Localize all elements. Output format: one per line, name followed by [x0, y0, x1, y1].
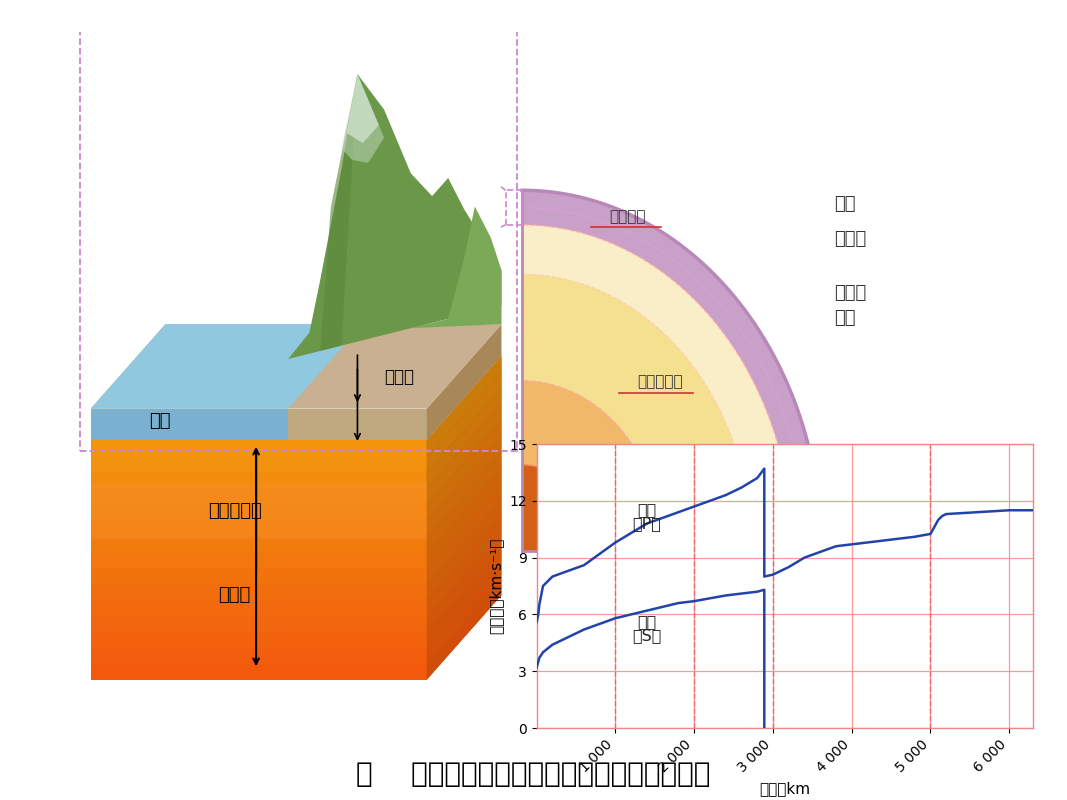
Wedge shape: [522, 274, 752, 551]
Text: 横波: 横波: [637, 614, 656, 629]
Text: 内核: 内核: [834, 490, 856, 508]
Polygon shape: [288, 74, 501, 359]
Text: （P）: （P）: [633, 516, 662, 531]
Polygon shape: [427, 324, 501, 440]
Text: 图    地球内部地震波传播速度与圈层结构示意: 图 地球内部地震波传播速度与圈层结构示意: [356, 760, 711, 788]
Polygon shape: [91, 409, 427, 440]
Text: 上地幔: 上地幔: [219, 586, 251, 604]
Polygon shape: [91, 616, 427, 632]
Polygon shape: [427, 436, 501, 536]
Polygon shape: [91, 568, 427, 584]
Polygon shape: [427, 499, 501, 600]
Polygon shape: [427, 547, 501, 648]
Polygon shape: [411, 206, 501, 328]
Text: 外核: 外核: [834, 309, 856, 326]
Polygon shape: [427, 404, 501, 504]
Polygon shape: [91, 440, 427, 456]
Polygon shape: [91, 600, 427, 616]
Polygon shape: [91, 456, 427, 472]
Text: 地壳: 地壳: [149, 412, 171, 430]
Polygon shape: [91, 536, 427, 552]
Polygon shape: [427, 467, 501, 568]
Wedge shape: [522, 465, 594, 551]
Polygon shape: [91, 632, 427, 648]
Polygon shape: [91, 504, 427, 520]
Polygon shape: [427, 515, 501, 616]
Text: 古登堡界面: 古登堡界面: [637, 374, 683, 389]
Text: （S）: （S）: [633, 628, 662, 643]
Polygon shape: [91, 482, 427, 539]
Polygon shape: [427, 372, 501, 472]
Y-axis label: 速度／（km·s⁻¹）: 速度／（km·s⁻¹）: [489, 538, 504, 634]
Polygon shape: [91, 664, 427, 680]
Polygon shape: [91, 409, 288, 440]
Wedge shape: [522, 381, 664, 551]
Polygon shape: [427, 531, 501, 632]
Text: 莫霍界面: 莫霍界面: [609, 209, 646, 224]
Polygon shape: [91, 324, 363, 409]
Polygon shape: [427, 563, 501, 664]
Polygon shape: [427, 388, 501, 488]
Polygon shape: [91, 472, 427, 488]
Text: 岩石圈: 岩石圈: [384, 368, 414, 386]
Polygon shape: [427, 420, 501, 520]
X-axis label: 深度／km: 深度／km: [760, 781, 810, 796]
Text: 地壳: 地壳: [834, 195, 856, 213]
Polygon shape: [427, 356, 501, 680]
Wedge shape: [522, 190, 822, 551]
Wedge shape: [522, 225, 793, 551]
Polygon shape: [91, 552, 427, 568]
Polygon shape: [347, 74, 379, 143]
Polygon shape: [427, 579, 501, 680]
Polygon shape: [320, 74, 357, 351]
Polygon shape: [91, 324, 501, 409]
Polygon shape: [91, 584, 427, 600]
Bar: [80, 7, 517, 451]
Polygon shape: [91, 440, 427, 680]
Polygon shape: [91, 648, 427, 664]
Polygon shape: [91, 520, 427, 536]
Polygon shape: [91, 488, 427, 504]
Polygon shape: [427, 451, 501, 552]
Text: 上地幔: 上地幔: [834, 230, 866, 248]
Polygon shape: [427, 483, 501, 584]
Text: 纵波: 纵波: [637, 502, 656, 517]
Polygon shape: [427, 356, 501, 456]
Text: 软　流　层: 软 流 层: [208, 502, 261, 520]
Text: 下地幔: 下地幔: [834, 284, 866, 302]
Polygon shape: [341, 74, 384, 163]
